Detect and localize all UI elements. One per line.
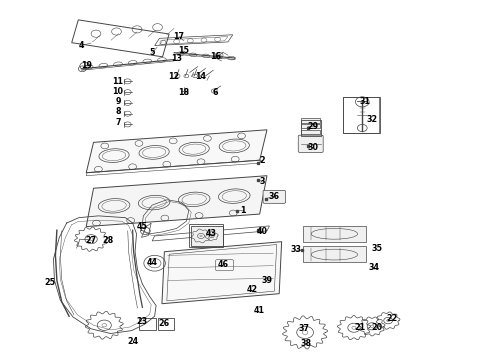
Text: 8: 8 xyxy=(115,107,121,116)
Bar xyxy=(191,226,223,246)
Text: 39: 39 xyxy=(262,276,272,285)
Polygon shape xyxy=(162,242,282,304)
Text: 11: 11 xyxy=(113,77,123,86)
Bar xyxy=(343,97,380,134)
Text: 6: 6 xyxy=(213,87,219,96)
Text: 41: 41 xyxy=(254,306,265,315)
Text: 1: 1 xyxy=(240,206,245,215)
Bar xyxy=(301,130,320,134)
Text: 18: 18 xyxy=(178,87,190,96)
Text: 21: 21 xyxy=(354,323,366,332)
Text: 38: 38 xyxy=(300,339,312,348)
Bar xyxy=(301,120,321,135)
Text: 22: 22 xyxy=(386,314,397,323)
Bar xyxy=(301,118,320,123)
Text: 36: 36 xyxy=(269,192,280,201)
Text: 7: 7 xyxy=(115,118,121,127)
Text: 42: 42 xyxy=(247,285,258,294)
Text: 12: 12 xyxy=(169,72,180,81)
Text: 4: 4 xyxy=(78,41,84,50)
Text: 24: 24 xyxy=(127,337,138,346)
Text: 32: 32 xyxy=(367,114,378,123)
Text: 13: 13 xyxy=(171,54,182,63)
Text: 31: 31 xyxy=(359,96,370,105)
Text: 10: 10 xyxy=(113,87,123,96)
Text: 2: 2 xyxy=(259,156,265,165)
Text: 28: 28 xyxy=(102,237,114,246)
Text: 16: 16 xyxy=(210,52,221,61)
Text: 25: 25 xyxy=(44,278,55,287)
Text: 35: 35 xyxy=(371,244,382,253)
Polygon shape xyxy=(86,176,267,226)
Text: 26: 26 xyxy=(159,319,170,328)
Bar xyxy=(140,318,156,330)
Text: 19: 19 xyxy=(81,61,92,70)
Text: 43: 43 xyxy=(205,229,216,238)
Text: 33: 33 xyxy=(291,246,302,255)
FancyBboxPatch shape xyxy=(263,190,286,203)
Text: 23: 23 xyxy=(137,317,148,326)
Text: 17: 17 xyxy=(173,32,185,41)
Bar xyxy=(158,318,173,330)
Text: 34: 34 xyxy=(369,264,380,273)
Text: 30: 30 xyxy=(308,143,319,152)
Bar xyxy=(189,224,223,247)
Text: 44: 44 xyxy=(147,258,158,267)
Text: 14: 14 xyxy=(196,72,206,81)
Text: 46: 46 xyxy=(218,260,228,269)
Bar xyxy=(303,246,366,262)
Text: 27: 27 xyxy=(86,237,97,246)
FancyBboxPatch shape xyxy=(298,135,323,152)
Polygon shape xyxy=(86,130,267,173)
Text: 29: 29 xyxy=(308,122,319,131)
Text: 15: 15 xyxy=(178,46,190,55)
Text: 40: 40 xyxy=(257,228,268,237)
Text: 45: 45 xyxy=(137,222,148,231)
Bar xyxy=(301,124,320,129)
Text: 5: 5 xyxy=(149,48,155,57)
Bar xyxy=(303,226,366,242)
Text: 20: 20 xyxy=(371,323,383,332)
Text: 3: 3 xyxy=(259,177,265,186)
Bar xyxy=(343,97,379,133)
Text: 37: 37 xyxy=(298,324,309,333)
Text: 9: 9 xyxy=(115,97,121,106)
